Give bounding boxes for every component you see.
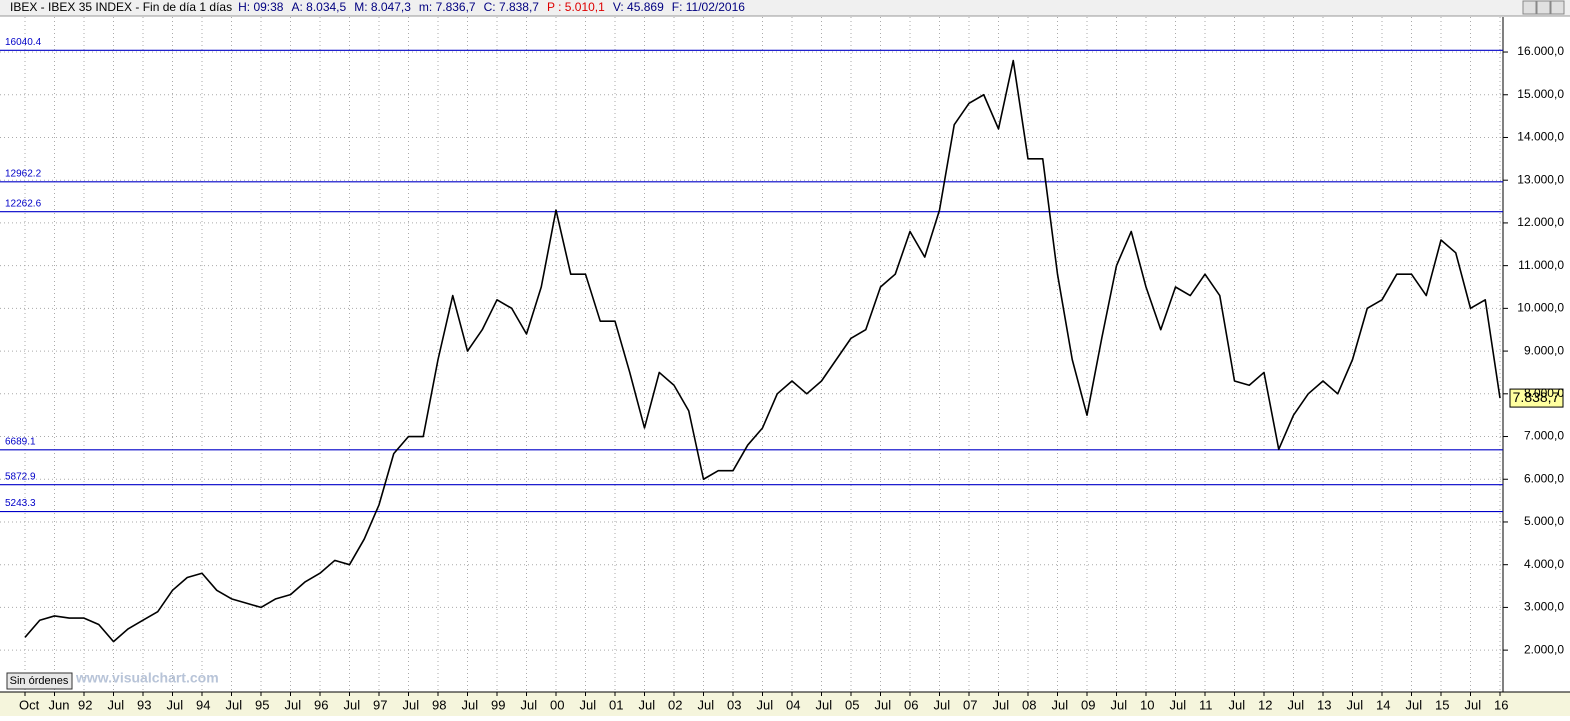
x-tick-label: Jul [1052,697,1069,712]
orders-button[interactable] [6,672,73,690]
x-tick-label: 95 [255,697,269,712]
x-tick-label: 07 [963,697,977,712]
header: IBEX - IBEX 35 INDEX - Fin de día 1 días… [10,0,745,14]
last-price-label: 7.838,7 [1513,389,1560,405]
level-label: 6689.1 [5,436,36,447]
x-tick-label: 98 [432,697,446,712]
y-tick-label: 10.000,0 [1517,301,1564,315]
x-tick-label: Jul [462,697,479,712]
x-tick-label: Jul [1465,697,1482,712]
x-tick-label: 97 [373,697,387,712]
level-label: 16040.4 [5,37,42,48]
x-tick-label: Oct [19,697,40,712]
x-tick-label: Jul [1170,697,1187,712]
x-tick-label: Jul [1111,697,1128,712]
last-price-box [1509,388,1564,408]
axes: 2.000,0 3.000,0 4.000,0 5.000,0 6.000,0 7.000… [19,44,1564,712]
y-tick-label: 7.000,0 [1524,429,1564,443]
x-tick-label: 04 [786,697,800,712]
y-tick-label: 9.000,0 [1524,343,1564,357]
x-tick-label: Jul [344,697,361,712]
y-tick-label: 8.000,0 [1524,386,1564,400]
maximize-button[interactable] [1536,0,1551,15]
x-tick-label: 11 [1199,697,1213,712]
x-axis-area [0,692,1570,716]
x-tick-label: Jul [108,697,125,712]
level-label: 5872.9 [5,471,36,482]
level-label: 12262.6 [5,198,42,209]
header-item: P : 5.010,1 [547,0,605,14]
price-line [24,59,1501,643]
y-tick-label: 16.000,0 [1517,44,1564,58]
x-tick-label: 13 [1317,697,1331,712]
y-axis-area [1503,17,1570,692]
grid [0,17,1503,692]
header-item: C: 7.838,7 [484,0,540,14]
orders-button-label[interactable]: Sin órdenes [10,675,69,687]
x-tick-label: 09 [1081,697,1095,712]
header-item: H: 09:38 [238,0,284,14]
x-tick-label: 15 [1435,697,1449,712]
y-tick-label: 3.000,0 [1524,600,1564,614]
x-tick-label: Jul [757,697,774,712]
x-tick-label: Jul [580,697,597,712]
x-tick-label: Jul [285,697,302,712]
x-tick-label: 06 [904,697,918,712]
header-item: A: 8.034,5 [291,0,346,14]
header-item: F: 11/02/2016 [672,0,745,14]
x-tick-label: 99 [491,697,505,712]
x-tick-label: Jul [1347,697,1364,712]
x-tick-label: Jul [226,697,243,712]
x-tick-label: Jul [698,697,715,712]
x-tick-label: 03 [727,697,741,712]
x-tick-label: 93 [137,697,151,712]
x-tick-label: 08 [1022,697,1036,712]
x-tick-label: Jul [1288,697,1305,712]
x-tick-label: 05 [845,697,859,712]
y-tick-label: 6.000,0 [1524,471,1564,485]
x-tick-label: Jul [521,697,538,712]
y-tick-label: 12.000,0 [1517,215,1564,229]
x-tick-label: 92 [78,697,92,712]
x-tick-label: 10 [1140,697,1154,712]
y-tick-label: 2.000,0 [1524,642,1564,656]
x-tick-label: Jul [403,697,420,712]
x-tick-label: Jul [934,697,951,712]
y-tick-label: 11.000,0 [1518,258,1564,272]
x-tick-label: 02 [668,697,682,712]
watermark: www.visualchart.com [75,670,219,686]
header-bar [0,0,1570,16]
y-tick-label: 14.000,0 [1517,130,1564,144]
x-tick-label: Jul [875,697,892,712]
x-tick-label: Jul [816,697,833,712]
minimize-button[interactable] [1522,0,1537,15]
y-tick-label: 15.000,0 [1517,87,1564,101]
x-tick-label: Jul [993,697,1010,712]
header-item: V: 45.869 [613,0,664,14]
x-tick-label: Jul [1229,697,1246,712]
x-tick-label: Jul [1406,697,1423,712]
header-item: m: 7.836,7 [419,0,476,14]
y-tick-label: 4.000,0 [1524,557,1564,571]
close-button[interactable] [1550,0,1565,15]
x-tick-label: Jul [167,697,184,712]
y-tick-label: 13.000,0 [1517,172,1564,186]
plot: 7.838,7 [24,59,1564,643]
x-tick-label: 96 [314,697,328,712]
levels: 16040.4 12962.2 12262.6 6689.1 5872.9 5243.3 [0,37,1503,513]
x-tick-label: 16 [1494,697,1508,712]
level-label: 5243.3 [5,498,36,509]
x-tick-label: 14 [1376,697,1390,712]
header-symbol: IBEX - IBEX 35 INDEX - Fin de día 1 días [10,0,232,14]
y-tick-label: 5.000,0 [1524,514,1564,528]
x-tick-label: 12 [1258,697,1272,712]
level-label: 12962.2 [5,168,42,179]
x-tick-label: 00 [550,697,564,712]
header-item: M: 8.047,3 [354,0,411,14]
x-tick-label: 01 [609,697,623,712]
x-tick-label: 94 [196,697,210,712]
x-tick-label: Jul [639,697,656,712]
x-tick-label: Jun [49,697,70,712]
